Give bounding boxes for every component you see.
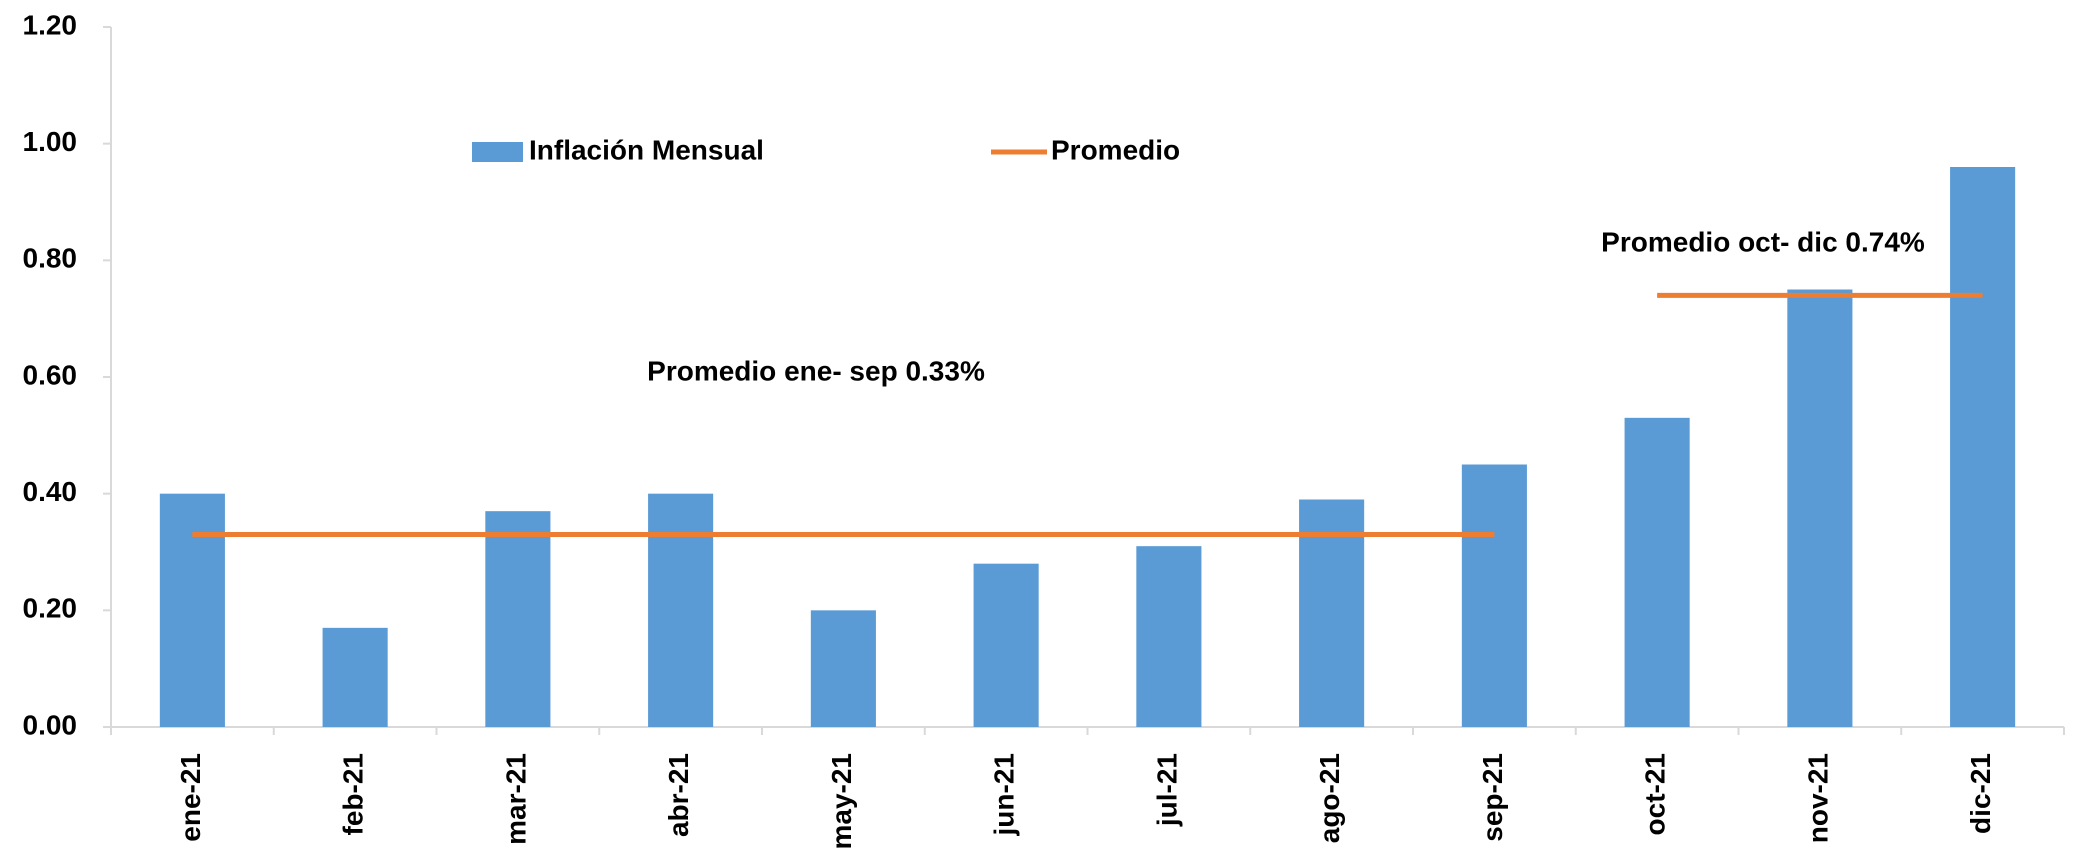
y-tick-label: 0.60 bbox=[23, 359, 78, 390]
x-tick-label: abr-21 bbox=[663, 753, 694, 837]
x-tick-label: ago-21 bbox=[1314, 753, 1345, 843]
y-tick-label: 0.00 bbox=[23, 709, 78, 740]
bar bbox=[973, 563, 1039, 727]
y-tick-label: 1.20 bbox=[23, 9, 78, 40]
bar bbox=[322, 627, 388, 727]
y-tick-label: 0.80 bbox=[23, 243, 78, 274]
bar bbox=[1299, 499, 1365, 727]
x-tick-label: mar-21 bbox=[500, 753, 531, 845]
x-tick-label: ene-21 bbox=[175, 753, 206, 842]
annotation: Promedio ene- sep 0.33% bbox=[647, 355, 985, 386]
legend-label: Inflación Mensual bbox=[529, 134, 764, 165]
bar bbox=[648, 493, 714, 727]
bar bbox=[1950, 167, 2016, 727]
x-tick-label: jun-21 bbox=[989, 753, 1020, 836]
bar bbox=[1624, 417, 1690, 727]
x-tick-label: sep-21 bbox=[1477, 753, 1508, 842]
y-tick-label: 1.00 bbox=[23, 126, 78, 157]
x-tick-label: oct-21 bbox=[1640, 753, 1671, 835]
y-tick-label: 0.40 bbox=[23, 476, 78, 507]
bar bbox=[810, 610, 876, 727]
bar bbox=[159, 493, 225, 727]
x-tick-label: feb-21 bbox=[338, 753, 369, 835]
legend-swatch bbox=[472, 142, 523, 162]
x-tick-label: jul-21 bbox=[1151, 753, 1182, 827]
x-tick-label: nov-21 bbox=[1802, 753, 1833, 843]
bar bbox=[1787, 289, 1853, 727]
annotation: Promedio oct- dic 0.74% bbox=[1601, 226, 1925, 257]
bar bbox=[1461, 464, 1527, 727]
x-tick-label: may-21 bbox=[826, 753, 857, 850]
bar bbox=[485, 511, 551, 727]
x-tick-label: dic-21 bbox=[1965, 753, 1996, 834]
y-tick-label: 0.20 bbox=[23, 593, 78, 624]
bar bbox=[1136, 546, 1202, 727]
legend-label: Promedio bbox=[1051, 134, 1180, 165]
